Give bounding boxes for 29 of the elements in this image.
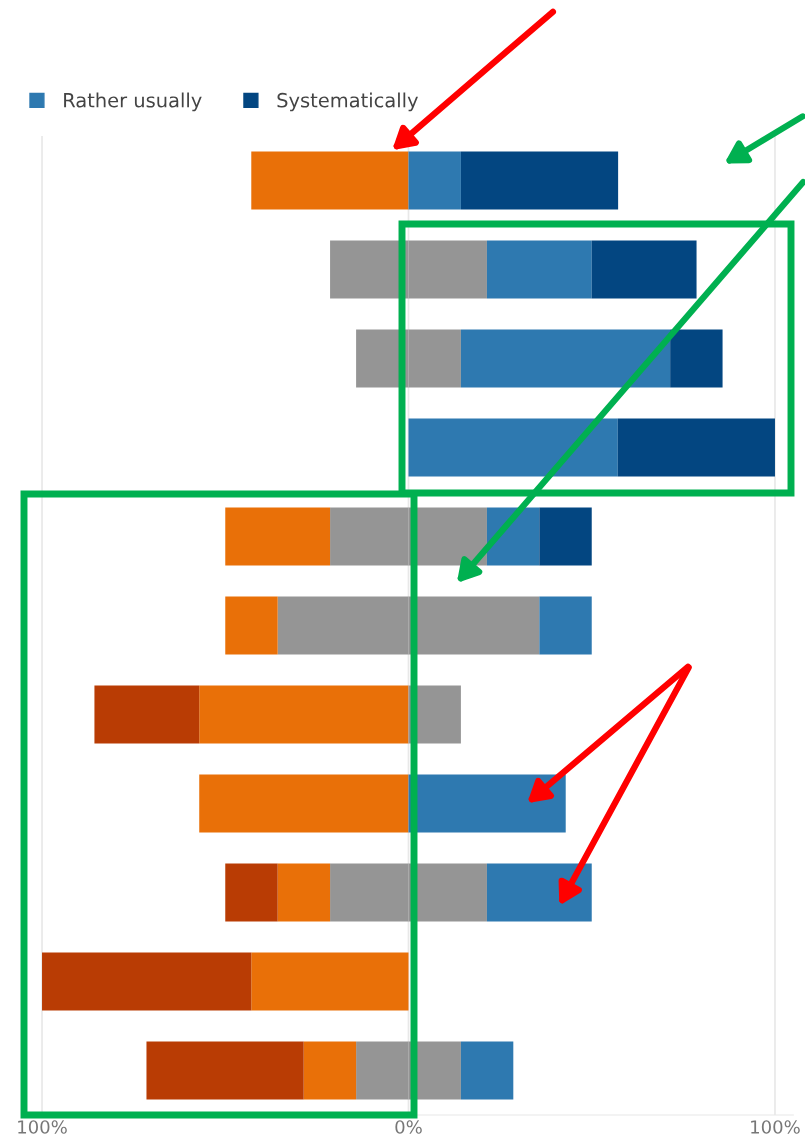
bar: [539, 596, 592, 655]
bar: [408, 151, 461, 210]
bar: [460, 329, 671, 388]
x-tick-label: 100%: [18, 1120, 67, 1134]
bar: [225, 863, 278, 922]
x-tick-label: 100%: [751, 1120, 800, 1134]
bar: [408, 418, 618, 477]
bar: [225, 507, 331, 566]
legend-label: Rather usually: [64, 92, 202, 112]
bar: [486, 240, 592, 299]
bar: [460, 1041, 514, 1100]
bar: [486, 863, 592, 922]
bar: [94, 685, 200, 744]
bar: [199, 774, 409, 833]
bar: [42, 952, 252, 1011]
legend-label: Systematically: [277, 92, 418, 112]
bar: [277, 863, 331, 922]
bar: [251, 151, 409, 210]
bar: [617, 418, 775, 477]
bar: [539, 507, 592, 566]
bar: [146, 1041, 304, 1100]
bar: [591, 240, 697, 299]
bar: [670, 329, 723, 388]
bar: [225, 596, 278, 655]
x-tick-label: 0%: [395, 1120, 422, 1134]
bar: [303, 1041, 357, 1100]
bar: [408, 774, 566, 833]
bar: [199, 685, 409, 744]
bar: [251, 952, 409, 1011]
